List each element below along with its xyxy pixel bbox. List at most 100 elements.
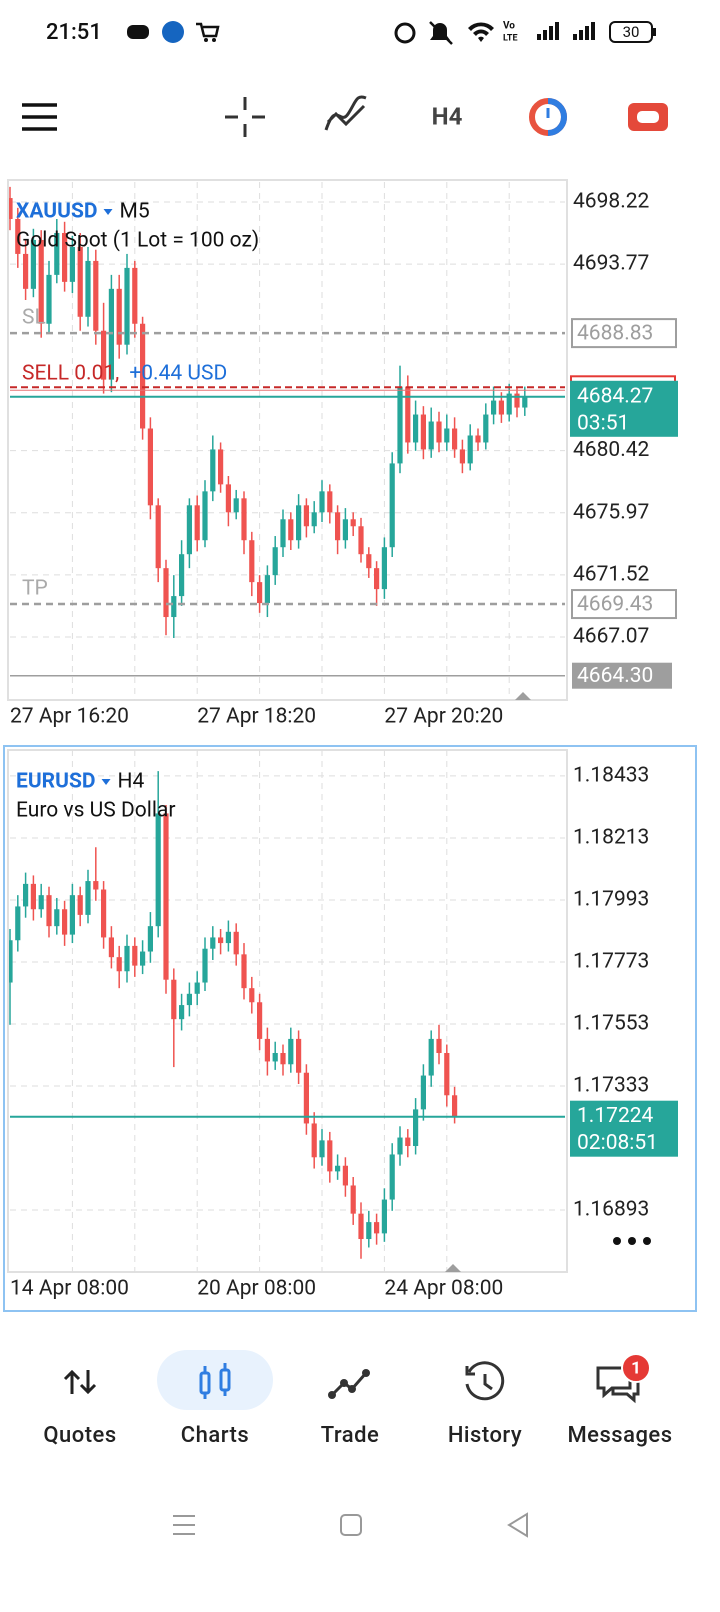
candle-body <box>452 428 458 450</box>
candle-body <box>132 945 138 966</box>
trade-button[interactable] <box>529 98 567 136</box>
candle-body <box>311 1123 317 1158</box>
candle-body <box>249 540 255 583</box>
candle-body <box>93 260 99 331</box>
nav-label[interactable]: Charts <box>181 1423 249 1448</box>
candle-body <box>163 568 169 618</box>
last-price-box <box>570 1100 678 1157</box>
candle-body <box>85 260 91 317</box>
last-price-box <box>570 380 678 437</box>
chart-timeframe: H4 <box>118 770 145 794</box>
candle-body <box>327 1140 333 1172</box>
bar-countdown: 02:08:51 <box>577 1131 658 1155</box>
y-tick-label: 1.17333 <box>573 1074 649 1098</box>
candle-body <box>342 519 348 541</box>
game-icon <box>127 25 149 39</box>
y-tick-label: 1.17773 <box>573 950 649 974</box>
candle-body <box>69 246 75 282</box>
more-button[interactable] <box>613 1237 651 1245</box>
level-price-box <box>571 589 677 620</box>
candle-body <box>77 246 83 317</box>
candle-body <box>280 1052 286 1065</box>
indicators-button[interactable] <box>324 95 367 131</box>
app-icon <box>162 21 184 43</box>
candle-body <box>241 498 247 541</box>
candle-body <box>350 1185 356 1214</box>
y-tick-label: 4675.97 <box>573 500 649 524</box>
back-button[interactable] <box>507 1512 528 1538</box>
candle-body <box>389 1154 395 1200</box>
candle-body <box>233 931 239 955</box>
level-price-box <box>571 318 677 349</box>
y-tick-label: 1.16893 <box>573 1198 649 1222</box>
candle-body <box>483 414 489 443</box>
battery <box>609 21 653 43</box>
candle-body <box>389 463 395 548</box>
bottom-nav: Quotes Charts Trade History Messages 1 <box>43 1350 672 1448</box>
candle-body <box>23 883 29 907</box>
symbol-dropdown[interactable] <box>103 209 113 215</box>
candle-body <box>342 1165 348 1186</box>
timeframe-button[interactable]: H4 <box>432 102 463 130</box>
cart-wheel <box>204 38 208 42</box>
symbol: XAUUSD <box>16 200 98 224</box>
account-button[interactable] <box>628 103 668 131</box>
candle-body <box>358 1213 364 1240</box>
x-tick-label: 27 Apr 20:20 <box>384 705 503 729</box>
charts-icon <box>199 1363 231 1399</box>
status-bar: 21:51 Vo LTE 30 <box>46 20 656 45</box>
candle-body <box>46 895 52 927</box>
toolbar: H4 <box>22 95 668 137</box>
candle-body <box>405 386 411 443</box>
candle-body <box>397 1137 403 1155</box>
candle-body <box>319 491 325 513</box>
trade-icon <box>328 1369 370 1399</box>
candle-body <box>46 274 52 324</box>
nav-label[interactable]: Messages <box>567 1423 672 1448</box>
position-profit: +0.44 USD <box>129 361 227 385</box>
candle-body <box>444 428 450 443</box>
candles <box>9 771 458 1259</box>
candle-body <box>335 512 341 541</box>
clock: 21:51 <box>46 20 102 45</box>
candle-body <box>413 1109 419 1147</box>
nav-label[interactable]: Trade <box>321 1423 380 1448</box>
candle-body <box>366 554 372 569</box>
quotes-icon <box>63 1369 97 1395</box>
recent-apps-button[interactable] <box>173 1515 195 1535</box>
menu-button[interactable] <box>22 103 57 131</box>
home-button[interactable] <box>340 1514 362 1536</box>
candle-body <box>194 982 200 994</box>
x-tick-label: 20 Apr 08:00 <box>197 1277 316 1301</box>
candle-body <box>428 1038 434 1076</box>
candle-body <box>171 596 177 618</box>
candle-body <box>319 1140 325 1158</box>
charts[interactable]: 4698.22 4693.77 4680.42 4675.97 4671.52 4667.… <box>7 182 678 1301</box>
nav-label[interactable]: Quotes <box>43 1423 116 1448</box>
candle-body <box>475 435 481 443</box>
candle-body <box>77 895 83 915</box>
candles <box>9 186 528 638</box>
x-tick-label: 24 Apr 08:00 <box>384 1277 503 1301</box>
mute-slash <box>429 21 453 45</box>
y-tick-label: 1.18433 <box>573 763 649 787</box>
candle-body <box>350 519 356 527</box>
candle-body <box>428 421 434 450</box>
candle-body <box>264 1038 270 1062</box>
level-label: TP <box>22 577 48 601</box>
candle-body <box>116 288 122 345</box>
battery-level: 30 <box>623 23 640 41</box>
battery-tip <box>653 28 656 36</box>
candle-body <box>436 421 442 443</box>
active-tab-pill <box>157 1350 273 1410</box>
candle-body <box>132 267 138 324</box>
level-label: SL <box>22 306 46 330</box>
crosshair-button[interactable] <box>225 97 265 137</box>
y-tick-label: 4680.42 <box>573 438 650 462</box>
chart: 1.18433 1.18213 1.17993 1.17773 1.17553 1.173… <box>9 750 678 1301</box>
nav-label[interactable]: History <box>448 1423 522 1448</box>
symbol-dropdown[interactable] <box>101 779 111 785</box>
candle-body <box>218 449 224 485</box>
candle-body <box>522 396 528 408</box>
